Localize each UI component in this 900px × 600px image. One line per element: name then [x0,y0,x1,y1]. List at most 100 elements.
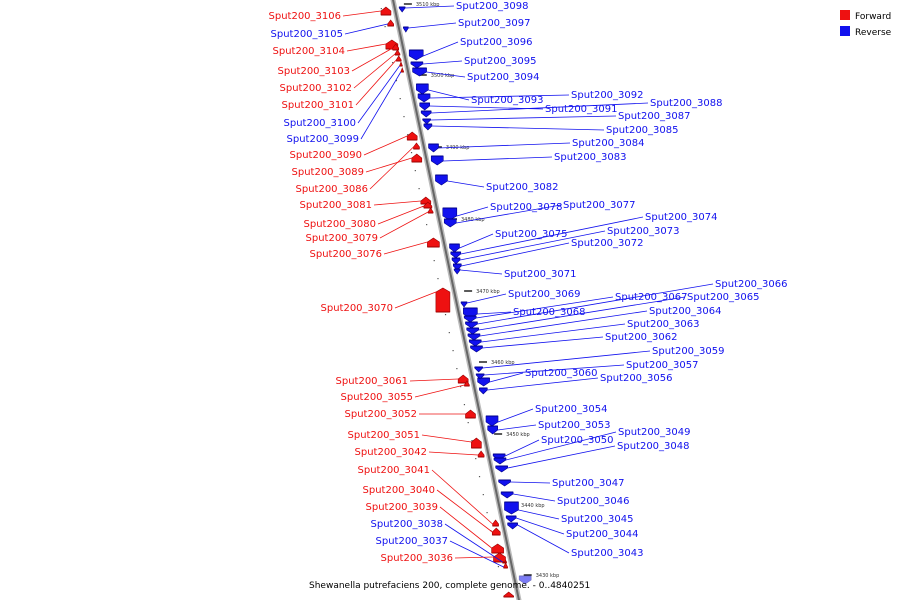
label-leader [487,377,599,391]
label-leader [466,293,507,304]
label-leader [505,431,617,461]
gene-label: Sput200_3075 [495,229,568,240]
label-leader [353,53,396,89]
gene-label: Sput200_3054 [535,404,608,415]
gene-label: Sput200_3088 [650,98,723,109]
gene-label: Sput200_3042 [355,447,428,458]
axis-dot [448,332,450,334]
axis-dot [437,278,439,280]
label-leader [342,10,381,17]
reverse-gene-glyph [443,218,457,228]
gene-label: Sput200_3044 [566,529,639,540]
gene-label: Sput200_3053 [538,420,611,431]
label-leader [394,291,437,309]
axis-dot [444,314,447,316]
reverse-gene-glyph [442,207,458,221]
reverse-gene-glyph [460,301,468,308]
label-leader [489,372,524,383]
reverse-gene-glyph [450,251,462,259]
reverse-gene-glyph [507,522,518,530]
forward-gene-glyph [491,543,504,554]
gene-label: Sput200_3062 [605,332,678,343]
gene-label: Sput200_3082 [486,182,559,193]
label-leader [414,384,465,398]
label-leader [504,439,540,457]
gene-label: Sput200_3052 [345,409,418,420]
gene-label: Sput200_3046 [557,496,630,507]
label-leader [447,180,485,188]
forward-gene-glyph [427,237,440,248]
label-leader [377,205,425,225]
legend: Forward Reverse [840,10,892,38]
gene-label: Sput200_3086 [296,184,369,195]
label-leader [497,408,534,423]
label-leader [444,523,503,563]
reverse-gene-glyph [463,315,477,323]
reverse-gene-glyph [493,457,507,465]
gene-label: Sput200_3093 [471,95,544,106]
label-leader [405,5,455,9]
reverse-gene-glyph [398,6,406,13]
label-leader [430,115,617,121]
forward-gene-glyph [493,552,506,563]
gene-label: Sput200_3071 [504,269,577,280]
gene-label: Sput200_3050 [541,435,614,446]
gene-label: Sput200_3039 [366,502,439,513]
gene-label: Sput200_3079 [306,233,379,244]
gene-label: Sput200_3090 [290,150,363,161]
gene-label: Sput200_3085 [606,125,679,136]
gene-label: Sput200_3094 [467,72,540,83]
axis-tick-label: 3490 kbp [446,145,470,151]
label-leader [459,233,494,249]
reverse-gene-glyph [419,102,431,111]
gene-label: Sput200_3096 [460,37,533,48]
axis-dot [467,422,469,424]
axis-dot [501,584,503,586]
label-leader [363,135,408,156]
gene-label: Sput200_3047 [552,478,625,489]
label-leader [436,489,493,533]
label-leader [482,350,651,369]
label-leader [456,204,562,224]
gene-label: Sput200_3092 [571,90,644,101]
forward-gene-glyph [491,527,501,536]
gene-label: Sput200_3069 [508,289,581,300]
axis-tick-label: 3510 kbp [416,2,440,8]
label-leader [518,509,560,520]
reverse-gene-glyph [423,123,433,131]
forward-gene-glyph [503,562,508,569]
label-leader [383,241,428,255]
label-leader [461,242,570,267]
label-leader [510,481,551,484]
axis-dot [418,188,420,190]
axis-dot [407,134,409,136]
gene-label: Sput200_3097 [458,18,531,29]
label-leader [456,206,489,217]
genome-axis [390,0,522,600]
label-leader [460,216,644,255]
gene-label: Sput200_3036 [381,553,454,564]
reverse-gene-glyph [449,243,460,253]
forward-gene-glyph [380,6,392,16]
axis-dot [399,98,401,100]
axis-tick-label: 3440 kbp [521,503,545,509]
axis-dot [403,116,405,118]
legend-label-reverse: Reverse [855,28,892,38]
gene-label: Sput200_3040 [363,485,436,496]
gene-label: Sput200_3087 [618,111,691,122]
gene-label: Sput200_3104 [273,46,346,57]
gene-label: Sput200_3081 [300,200,373,211]
axis-tick-label: 3430 kbp [536,573,560,579]
label-leader [431,469,493,525]
axis-dot [478,476,481,478]
axis-dot [486,512,488,514]
gene-label: Sput200_3045 [561,514,634,525]
gene-label: Sput200_3049 [618,427,691,438]
gene-features [380,6,532,598]
axis-tick-label: 3450 kbp [506,432,530,438]
label-leader [443,156,553,162]
label-leader [484,364,625,376]
axis-dot [433,260,435,262]
reverse-gene-glyph [416,83,429,95]
forward-gene-glyph [420,196,432,205]
